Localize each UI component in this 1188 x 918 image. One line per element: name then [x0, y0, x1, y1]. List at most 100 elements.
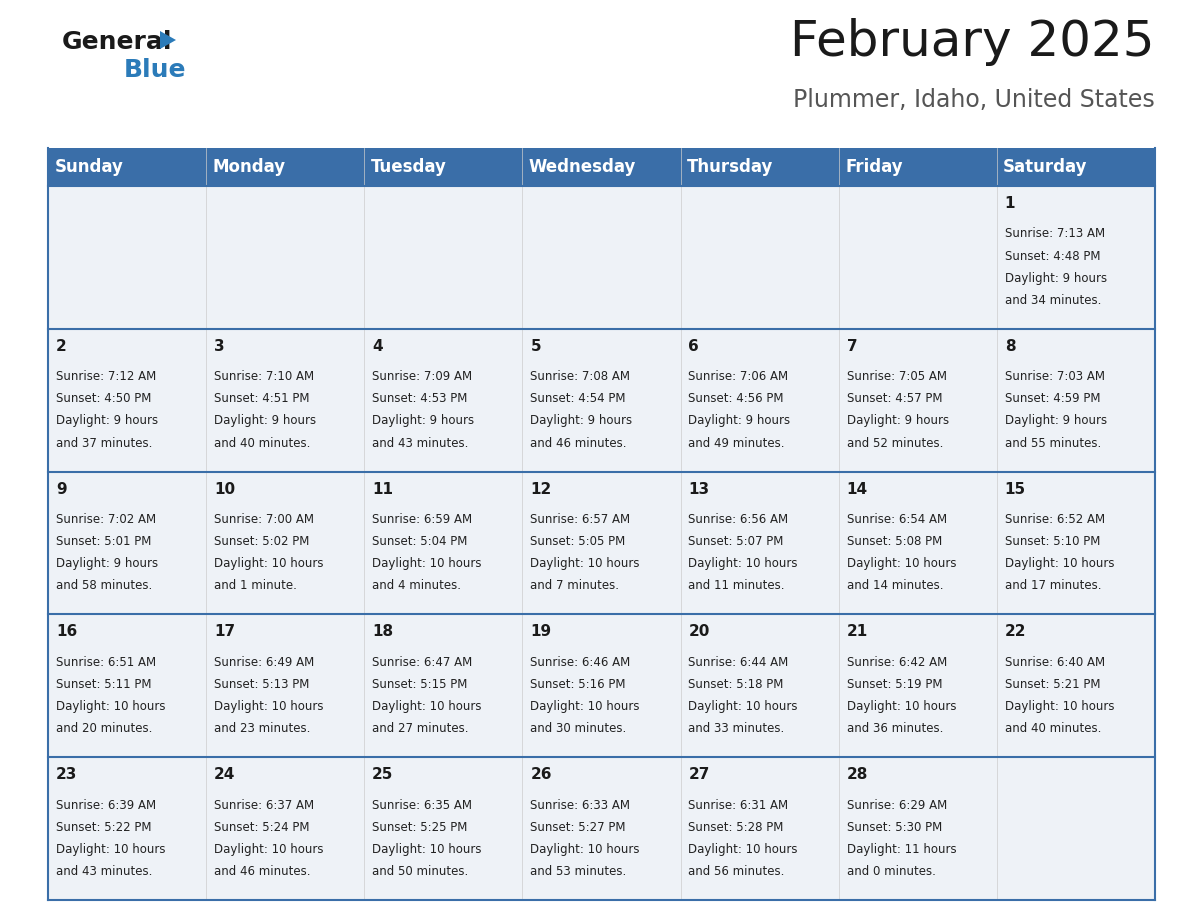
Text: 6: 6: [689, 339, 700, 353]
Text: Sunrise: 7:08 AM: Sunrise: 7:08 AM: [530, 370, 631, 383]
Text: Sunset: 5:11 PM: Sunset: 5:11 PM: [56, 678, 151, 691]
Text: Daylight: 9 hours: Daylight: 9 hours: [214, 415, 316, 428]
Text: Sunrise: 7:02 AM: Sunrise: 7:02 AM: [56, 513, 156, 526]
Text: Sunset: 5:13 PM: Sunset: 5:13 PM: [214, 678, 309, 691]
Text: and 43 minutes.: and 43 minutes.: [56, 865, 152, 878]
Text: 3: 3: [214, 339, 225, 353]
Text: Daylight: 10 hours: Daylight: 10 hours: [530, 843, 640, 856]
Text: Sunset: 5:10 PM: Sunset: 5:10 PM: [1005, 535, 1100, 548]
Text: Daylight: 10 hours: Daylight: 10 hours: [1005, 700, 1114, 713]
Text: Daylight: 10 hours: Daylight: 10 hours: [689, 843, 798, 856]
Text: 25: 25: [372, 767, 393, 782]
Text: Sunset: 5:27 PM: Sunset: 5:27 PM: [530, 821, 626, 834]
Text: and 1 minute.: and 1 minute.: [214, 579, 297, 592]
Text: and 20 minutes.: and 20 minutes.: [56, 722, 152, 735]
Text: Sunrise: 7:05 AM: Sunrise: 7:05 AM: [847, 370, 947, 383]
Text: Sunset: 5:15 PM: Sunset: 5:15 PM: [372, 678, 468, 691]
Text: and 36 minutes.: and 36 minutes.: [847, 722, 943, 735]
Text: Daylight: 9 hours: Daylight: 9 hours: [530, 415, 632, 428]
Text: 21: 21: [847, 624, 868, 640]
Text: Daylight: 9 hours: Daylight: 9 hours: [56, 415, 158, 428]
Text: 4: 4: [372, 339, 383, 353]
Text: Sunrise: 6:49 AM: Sunrise: 6:49 AM: [214, 655, 315, 669]
Text: and 58 minutes.: and 58 minutes.: [56, 579, 152, 592]
Text: Sunrise: 7:06 AM: Sunrise: 7:06 AM: [689, 370, 789, 383]
Text: and 46 minutes.: and 46 minutes.: [214, 865, 310, 878]
Text: Daylight: 9 hours: Daylight: 9 hours: [1005, 415, 1107, 428]
Text: Sunset: 4:56 PM: Sunset: 4:56 PM: [689, 392, 784, 406]
Text: Daylight: 9 hours: Daylight: 9 hours: [847, 415, 949, 428]
Text: and 53 minutes.: and 53 minutes.: [530, 865, 626, 878]
Text: 19: 19: [530, 624, 551, 640]
Text: Daylight: 9 hours: Daylight: 9 hours: [689, 415, 790, 428]
Text: Sunrise: 6:35 AM: Sunrise: 6:35 AM: [372, 799, 472, 812]
Text: Daylight: 10 hours: Daylight: 10 hours: [530, 557, 640, 570]
Text: Sunrise: 6:54 AM: Sunrise: 6:54 AM: [847, 513, 947, 526]
Text: and 49 minutes.: and 49 minutes.: [689, 437, 785, 450]
Text: and 4 minutes.: and 4 minutes.: [372, 579, 461, 592]
Bar: [48, 757, 1155, 900]
Text: Plummer, Idaho, United States: Plummer, Idaho, United States: [794, 88, 1155, 112]
Text: Sunset: 5:19 PM: Sunset: 5:19 PM: [847, 678, 942, 691]
Text: Daylight: 10 hours: Daylight: 10 hours: [372, 843, 481, 856]
Text: 20: 20: [689, 624, 710, 640]
Text: Tuesday: Tuesday: [371, 158, 447, 176]
Text: Daylight: 10 hours: Daylight: 10 hours: [372, 557, 481, 570]
Text: and 30 minutes.: and 30 minutes.: [530, 722, 626, 735]
Text: Sunrise: 6:59 AM: Sunrise: 6:59 AM: [372, 513, 473, 526]
Text: Sunrise: 6:47 AM: Sunrise: 6:47 AM: [372, 655, 473, 669]
Text: Daylight: 10 hours: Daylight: 10 hours: [372, 700, 481, 713]
Text: 7: 7: [847, 339, 858, 353]
Text: and 40 minutes.: and 40 minutes.: [1005, 722, 1101, 735]
Text: Sunset: 5:07 PM: Sunset: 5:07 PM: [689, 535, 784, 548]
Text: Daylight: 10 hours: Daylight: 10 hours: [56, 700, 165, 713]
Text: 22: 22: [1005, 624, 1026, 640]
Text: 9: 9: [56, 482, 67, 497]
Text: 26: 26: [530, 767, 552, 782]
Text: Daylight: 10 hours: Daylight: 10 hours: [214, 557, 323, 570]
Text: Daylight: 11 hours: Daylight: 11 hours: [847, 843, 956, 856]
Text: Sunrise: 7:12 AM: Sunrise: 7:12 AM: [56, 370, 156, 383]
Text: 5: 5: [530, 339, 541, 353]
Text: Sunrise: 6:56 AM: Sunrise: 6:56 AM: [689, 513, 789, 526]
Text: 11: 11: [372, 482, 393, 497]
Text: Saturday: Saturday: [1003, 158, 1088, 176]
Text: and 46 minutes.: and 46 minutes.: [530, 437, 627, 450]
Text: General: General: [62, 30, 172, 54]
Text: and 37 minutes.: and 37 minutes.: [56, 437, 152, 450]
Text: Wednesday: Wednesday: [529, 158, 636, 176]
Text: Sunrise: 7:00 AM: Sunrise: 7:00 AM: [214, 513, 314, 526]
Text: 27: 27: [689, 767, 710, 782]
Text: Thursday: Thursday: [687, 158, 773, 176]
Text: Sunset: 5:05 PM: Sunset: 5:05 PM: [530, 535, 626, 548]
Text: and 56 minutes.: and 56 minutes.: [689, 865, 785, 878]
Text: Sunset: 5:21 PM: Sunset: 5:21 PM: [1005, 678, 1100, 691]
Text: Sunrise: 6:42 AM: Sunrise: 6:42 AM: [847, 655, 947, 669]
Text: Sunset: 4:54 PM: Sunset: 4:54 PM: [530, 392, 626, 406]
Text: Sunset: 5:28 PM: Sunset: 5:28 PM: [689, 821, 784, 834]
Text: and 50 minutes.: and 50 minutes.: [372, 865, 468, 878]
Text: Sunrise: 6:31 AM: Sunrise: 6:31 AM: [689, 799, 789, 812]
Bar: [48, 329, 1155, 472]
Text: 1: 1: [1005, 196, 1016, 211]
Text: Sunrise: 6:39 AM: Sunrise: 6:39 AM: [56, 799, 156, 812]
Text: Sunrise: 6:44 AM: Sunrise: 6:44 AM: [689, 655, 789, 669]
Text: 13: 13: [689, 482, 709, 497]
Text: Sunset: 4:53 PM: Sunset: 4:53 PM: [372, 392, 468, 406]
Text: Sunset: 4:57 PM: Sunset: 4:57 PM: [847, 392, 942, 406]
Text: and 33 minutes.: and 33 minutes.: [689, 722, 785, 735]
Text: Sunday: Sunday: [55, 158, 124, 176]
Text: 14: 14: [847, 482, 867, 497]
Text: Sunset: 5:04 PM: Sunset: 5:04 PM: [372, 535, 468, 548]
Text: Daylight: 10 hours: Daylight: 10 hours: [1005, 557, 1114, 570]
Bar: [48, 186, 1155, 329]
Text: Sunset: 5:18 PM: Sunset: 5:18 PM: [689, 678, 784, 691]
Text: Sunset: 5:16 PM: Sunset: 5:16 PM: [530, 678, 626, 691]
Text: Daylight: 9 hours: Daylight: 9 hours: [56, 557, 158, 570]
Text: Daylight: 10 hours: Daylight: 10 hours: [689, 557, 798, 570]
Text: Sunset: 4:48 PM: Sunset: 4:48 PM: [1005, 250, 1100, 263]
Bar: [48, 472, 1155, 614]
Text: and 0 minutes.: and 0 minutes.: [847, 865, 935, 878]
Text: Sunrise: 7:03 AM: Sunrise: 7:03 AM: [1005, 370, 1105, 383]
Text: Sunrise: 6:29 AM: Sunrise: 6:29 AM: [847, 799, 947, 812]
